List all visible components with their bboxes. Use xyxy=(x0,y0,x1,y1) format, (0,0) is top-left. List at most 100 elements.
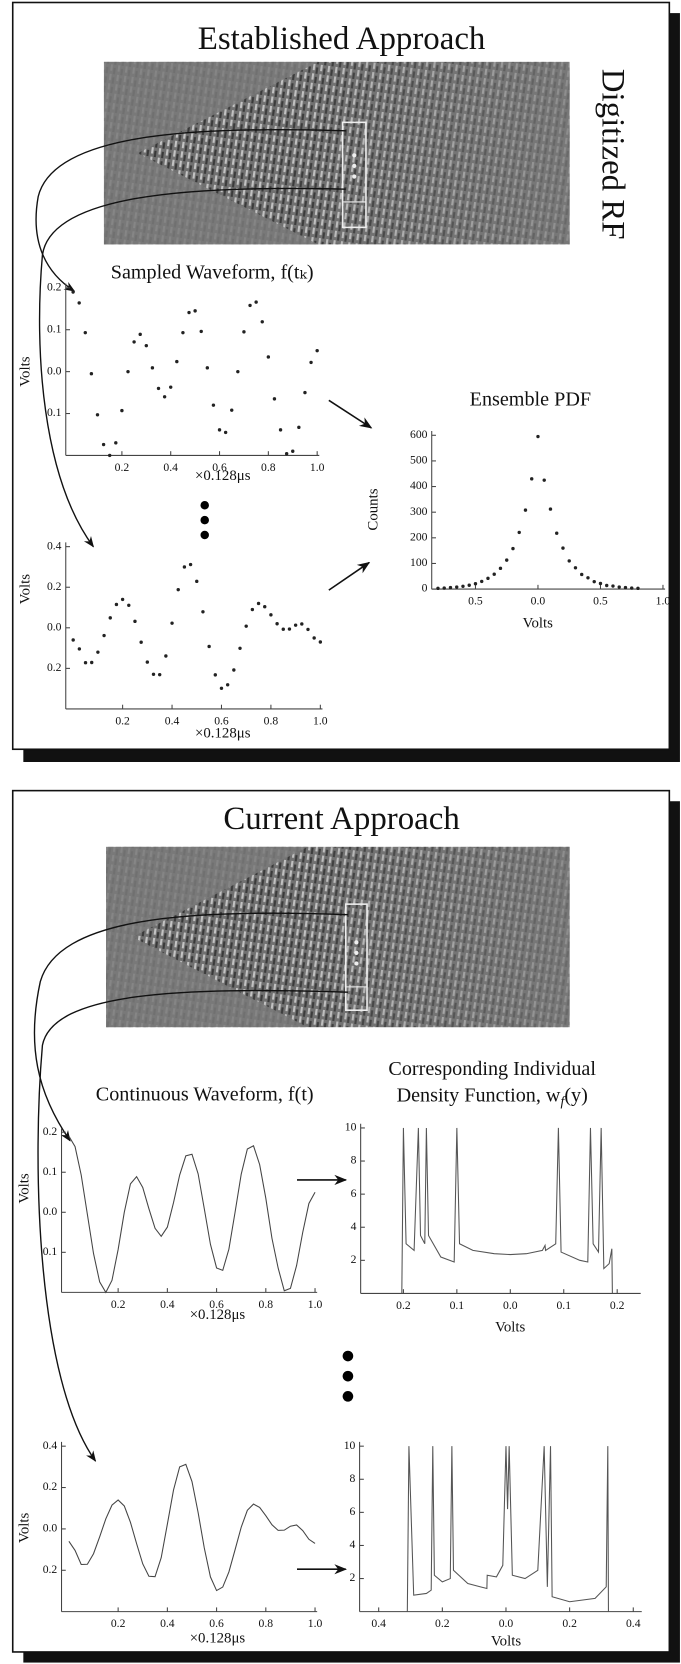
data-point xyxy=(523,508,528,512)
data-point xyxy=(150,366,155,370)
data-point xyxy=(144,343,149,348)
chart-title: Continuous Waveform, f(t) xyxy=(96,1083,314,1105)
data-point xyxy=(309,360,313,365)
data-point xyxy=(230,408,234,412)
arrow xyxy=(35,128,346,292)
data-point xyxy=(542,478,546,482)
data-point xyxy=(467,583,471,587)
x-tick-label: 0.8 xyxy=(259,1298,274,1311)
data-point xyxy=(260,320,264,324)
x-tick-label: 0.5 xyxy=(468,594,483,607)
data-point xyxy=(480,579,484,584)
data-point xyxy=(548,507,553,511)
chart: 0.2 0.0 0.2 0.4 0.2 0.4 0.6 0.8 1.0 ×0.128μs Volts xyxy=(17,1439,323,1647)
x-tick-label: 1.0 xyxy=(308,1298,323,1311)
ellipsis xyxy=(200,501,209,540)
data-point xyxy=(536,434,540,439)
data-point xyxy=(598,581,603,586)
y-tick-label: 0.0 xyxy=(43,1522,58,1535)
x-tick-label: 1.0 xyxy=(308,1617,323,1630)
data-point xyxy=(442,586,446,590)
data-point xyxy=(511,546,515,551)
x-tick-label: 0.2 xyxy=(562,1617,577,1630)
data-point xyxy=(281,627,285,631)
data-point xyxy=(162,395,167,399)
x-tick-label: 0.0 xyxy=(503,1299,518,1312)
y-tick-label: 0.1 xyxy=(43,1245,58,1258)
data-point xyxy=(617,585,621,589)
y-tick-label: 10 xyxy=(344,1439,356,1452)
data-point xyxy=(630,586,634,590)
y-tick-label: 0.1 xyxy=(47,406,62,419)
data-point xyxy=(266,355,271,359)
data-point xyxy=(605,583,609,588)
x-tick-label: 0.5 xyxy=(593,594,608,607)
x-tick-label: 0.2 xyxy=(435,1617,450,1630)
y-tick-label: 0 xyxy=(422,582,428,595)
chart-title: Corresponding Individual xyxy=(388,1058,596,1080)
data-point xyxy=(108,616,112,620)
data-point xyxy=(303,390,307,395)
chart: 0 100 200 300 400 500 600 0.5 0.0 0.5 1.0 Volts Coun… xyxy=(366,389,671,632)
y-tick-label: 4 xyxy=(351,1220,357,1233)
data-point xyxy=(181,330,185,335)
data-point xyxy=(223,430,228,435)
x-tick-label: 0.6 xyxy=(214,714,229,727)
chart-subtitle: Density Function, wf(y) xyxy=(397,1084,588,1108)
y-tick-label: 0.0 xyxy=(43,1205,58,1218)
data-point xyxy=(83,661,88,665)
data-point xyxy=(278,428,283,432)
data-point xyxy=(205,366,210,370)
data-point xyxy=(492,572,496,576)
y-tick-label: 0.2 xyxy=(43,1563,58,1576)
data-point xyxy=(83,330,87,335)
arrow xyxy=(328,561,371,591)
data-point xyxy=(567,559,571,563)
data-point xyxy=(175,359,179,364)
subtitle-text: Density Function, w xyxy=(397,1084,561,1106)
data-point xyxy=(573,566,578,570)
chart: 2 4 6 8 10 0.4 0.2 0.0 0.2 0.4 Volts xyxy=(344,1439,642,1650)
data-point xyxy=(139,640,143,644)
data-point xyxy=(455,585,459,589)
data-point xyxy=(108,453,112,458)
x-tick-label: 0.4 xyxy=(160,1617,175,1630)
data-point xyxy=(207,644,211,649)
data-point xyxy=(164,654,168,658)
chart-title: Ensemble PDF xyxy=(470,389,591,411)
data-point xyxy=(219,686,224,690)
data-point xyxy=(232,668,236,672)
arrow xyxy=(38,187,346,548)
data-point xyxy=(77,647,82,651)
y-tick-label: 4 xyxy=(350,1538,356,1551)
x-tick-label: 0.6 xyxy=(209,1617,224,1630)
panel-title: Established Approach xyxy=(198,21,486,57)
data-point xyxy=(272,397,277,401)
data-point xyxy=(89,372,94,376)
data-point xyxy=(297,425,301,430)
data-point xyxy=(101,442,106,447)
y-axis-label: Volts xyxy=(18,574,34,604)
arrow xyxy=(33,912,348,1142)
chart: 0.1 0.0 0.1 0.2 0.2 0.4 0.6 0.8 1.0 ×0.128μs Volts… xyxy=(18,261,325,484)
x-tick-label: 0.2 xyxy=(115,461,130,474)
rf-image xyxy=(103,61,570,245)
data-point xyxy=(473,582,478,586)
chart: 2 4 6 8 10 0.2 0.1 0.0 0.1 0.2 Volts Corresponding … xyxy=(345,1058,641,1336)
data-point xyxy=(486,576,490,581)
data-point xyxy=(300,622,304,626)
x-axis-label: ×0.128μs xyxy=(190,1630,246,1646)
y-tick-label: 600 xyxy=(410,428,428,441)
subtitle-subscript: f xyxy=(560,1094,566,1109)
data-point xyxy=(517,530,521,535)
data-point xyxy=(114,602,119,607)
x-tick-label: 0.8 xyxy=(259,1617,274,1630)
data-point xyxy=(71,290,75,294)
rf-image xyxy=(106,846,570,1028)
x-tick-label: 0.0 xyxy=(499,1617,514,1630)
x-tick-label: 0.4 xyxy=(371,1617,386,1630)
chart-title: Sampled Waveform, f(tₖ) xyxy=(111,261,314,283)
y-tick-label: 6 xyxy=(350,1505,356,1518)
data-point xyxy=(102,633,106,638)
data-point xyxy=(250,607,255,612)
